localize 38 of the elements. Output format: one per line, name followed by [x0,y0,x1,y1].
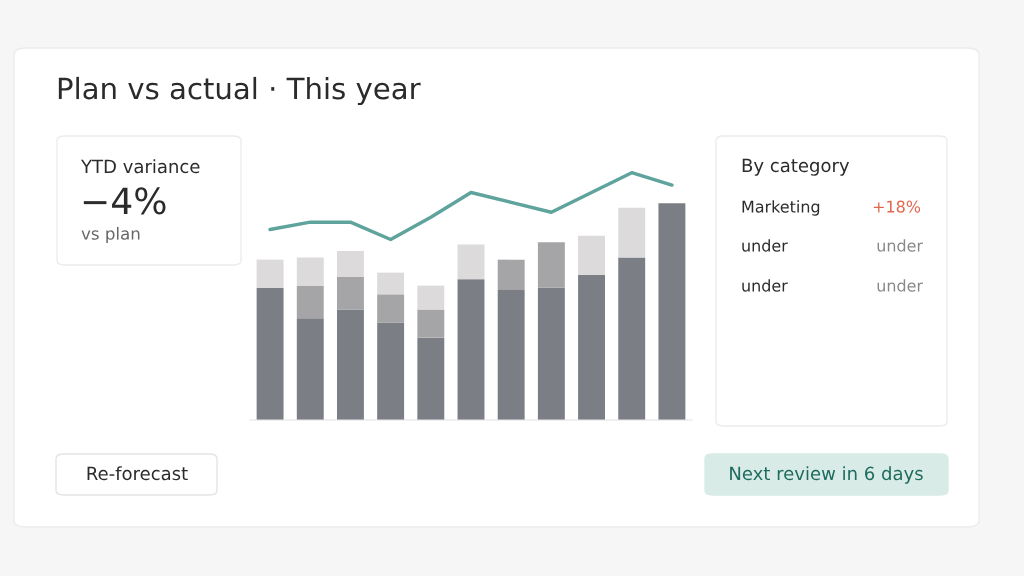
bar [296,257,324,286]
bar [497,259,525,290]
text: under [877,279,923,292]
text: −4% [83,187,166,215]
bar [618,257,646,420]
bar [377,322,405,420]
text: under [742,279,788,292]
bar [537,242,565,288]
bar [457,244,485,280]
bar [336,250,364,277]
bar [497,289,525,420]
text: Marketing [742,200,820,216]
text: under [742,239,788,252]
bar [417,309,445,338]
text: under [877,239,923,252]
bar [417,337,445,420]
bar [296,285,324,319]
bar [296,318,324,420]
text: vs plan [81,226,140,244]
bar [658,203,686,420]
text: Re-forecast [87,466,188,481]
bar [377,272,405,295]
bar [256,287,284,420]
bar [336,309,364,420]
bar [578,235,606,275]
bar [256,259,284,288]
bar [578,274,606,420]
chart-title: Plan vs actual · This year [58,76,421,106]
text: By category [742,158,850,176]
text: YTD variance [80,159,200,174]
bar [336,276,364,310]
bar [537,287,565,420]
bar [377,294,405,323]
bar [618,207,646,258]
bar [457,279,485,420]
bar [417,285,445,310]
text: Next review in 6 days [730,466,923,484]
text: +18% [873,200,921,213]
